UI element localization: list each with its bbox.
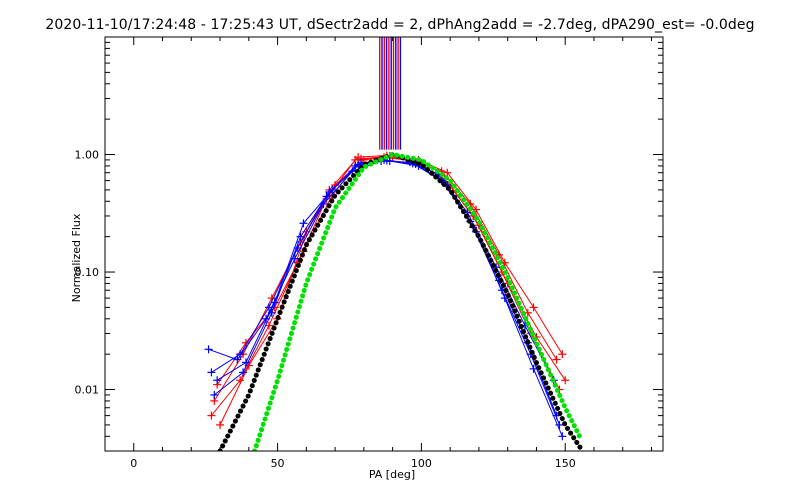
x-tick-label: 50: [271, 457, 285, 470]
red-profile-c-marker: [558, 350, 567, 359]
y-tick-label: 0.10: [75, 266, 100, 279]
blue-profile-d-marker: [558, 432, 567, 441]
green-model-curve: [252, 151, 583, 451]
blue-profile-b-line: [211, 159, 558, 416]
red-profile-c-marker: [472, 205, 481, 214]
blue-profile-a-marker: [233, 355, 242, 364]
x-axis-label: PA [deg]: [369, 468, 415, 481]
blue-profile-b-marker: [236, 350, 245, 359]
y-axis-label: Normalized Flux: [70, 213, 83, 302]
axes-layer: 0 50 100 150 0.01 0.10 1.00: [75, 36, 664, 470]
blue-profile-d-marker: [213, 376, 222, 385]
x-tick-label: 0: [130, 457, 137, 470]
blue-profile-c-marker: [210, 390, 219, 399]
red-profile-a-marker: [552, 355, 561, 364]
blue-profile-c-line: [213, 159, 560, 426]
blue-profile-c-marker: [555, 420, 564, 429]
red-profile-c-marker: [443, 168, 452, 177]
blue-profile-c-marker: [267, 308, 276, 317]
blue-profile-a-marker: [204, 345, 213, 354]
blue-profile-b-marker: [207, 368, 216, 377]
blue-profile-b-marker: [264, 303, 273, 312]
series-layer: [204, 37, 585, 451]
red-profile-a-marker: [207, 411, 216, 420]
blue-profile-c-marker: [296, 232, 305, 241]
x-tick-label: 100: [411, 457, 432, 470]
red-profile-d-marker: [561, 376, 570, 385]
blue-profile-d-marker: [241, 358, 250, 367]
blue-profile-d-marker: [299, 219, 308, 228]
y-tick-label: 1.00: [75, 149, 100, 162]
red-profile-d-marker: [216, 420, 225, 429]
blue-profile-d-marker: [500, 294, 509, 303]
blue-profile-d-marker: [385, 157, 394, 166]
blue-profile-d-marker: [270, 298, 279, 307]
blue-profile-d-marker: [328, 185, 337, 194]
plot-frame: [104, 36, 664, 452]
chart-title: 2020-11-10/17:24:48 - 17:25:43 UT, dSect…: [45, 17, 755, 33]
red-profile-a-marker: [264, 321, 273, 330]
y-tick-label: 0.01: [75, 384, 100, 397]
red-profile-c-marker: [529, 303, 538, 312]
red-profile-c-line: [216, 155, 563, 385]
blue-profile-d-marker: [529, 364, 538, 373]
blue-profile-c-marker: [239, 368, 248, 377]
x-tick-label: 150: [555, 457, 576, 470]
